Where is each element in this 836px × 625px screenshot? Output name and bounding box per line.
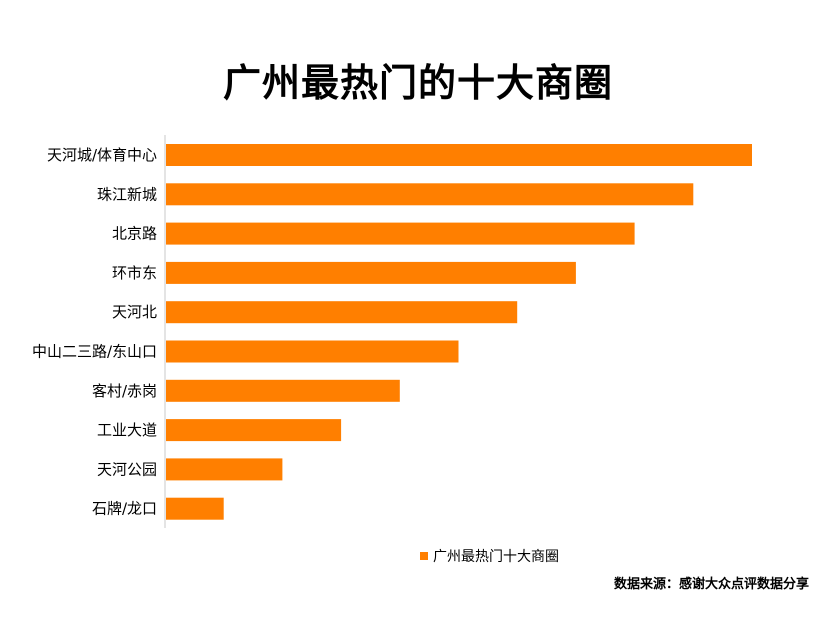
bars-group — [166, 144, 752, 520]
bar-8 — [166, 419, 342, 442]
category-label-4: 环市东 — [112, 264, 157, 282]
category-label-10: 石牌/龙口 — [92, 500, 157, 518]
bar-10 — [166, 497, 224, 520]
category-label-2: 珠江新城 — [97, 185, 157, 203]
category-label-9: 天河公园 — [97, 460, 157, 478]
category-label-8: 工业大道 — [97, 421, 157, 439]
category-label-1: 天河城/体育中心 — [47, 146, 157, 164]
legend-swatch — [420, 552, 428, 560]
legend-label: 广州最热门十大商圈 — [433, 549, 559, 565]
category-label-7: 客村/赤岗 — [92, 382, 157, 400]
chart-title: 广州最热门的十大商圈 — [222, 61, 613, 105]
category-labels-group: 天河城/体育中心珠江新城北京路环市东天河北中山二三路/东山口客村/赤岗工业大道天… — [32, 146, 157, 518]
bar-6 — [166, 340, 459, 363]
source-note: 数据来源：感谢大众点评数据分享 — [613, 577, 809, 592]
bar-2 — [166, 183, 694, 206]
bar-9 — [166, 458, 283, 481]
bar-7 — [166, 379, 400, 402]
bar-1 — [166, 144, 752, 166]
category-label-3: 北京路 — [112, 225, 157, 243]
category-label-5: 天河北 — [112, 303, 157, 321]
bar-4 — [166, 261, 576, 284]
bar-5 — [166, 301, 518, 324]
legend: 广州最热门十大商圈 — [420, 546, 559, 566]
category-label-6: 中山二三路/东山口 — [32, 343, 157, 361]
bar-3 — [166, 222, 635, 245]
